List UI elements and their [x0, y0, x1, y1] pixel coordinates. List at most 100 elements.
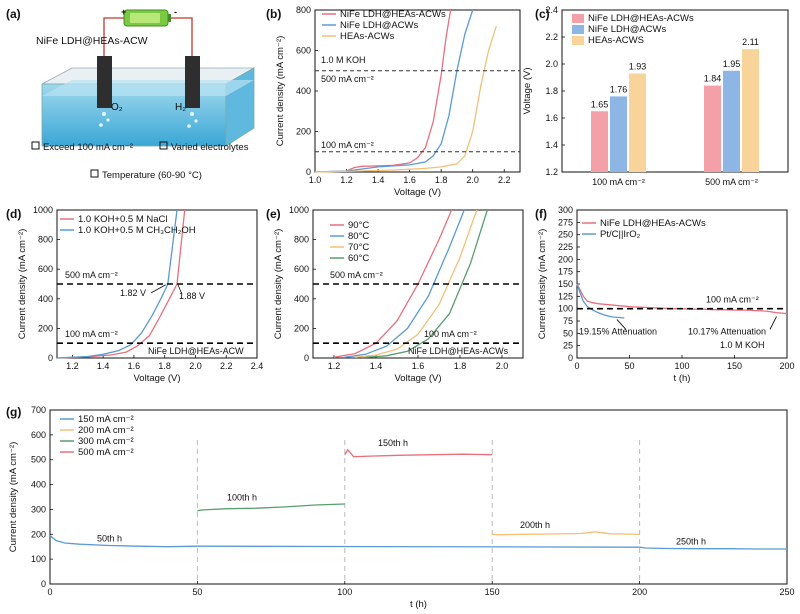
x-tick-label: 2.2 — [498, 175, 511, 185]
y-axis-label: Voltage (V) — [522, 68, 533, 115]
y-axis-label: Current density (mA cm⁻²) — [17, 229, 28, 340]
panel-d: (d) 0 200 400 600 800 1000 1.2 1.4 1.6 1.8 2.0 2.2 2.… — [6, 205, 263, 384]
series-line-500-mA-cm- — [344, 448, 493, 458]
annotation: 150th h — [378, 438, 408, 448]
legend-entry: NiFe LDH@HEAs-ACWs — [600, 218, 706, 229]
y-tick-label: 125 — [558, 291, 573, 301]
panel-label: (b) — [266, 7, 281, 21]
y-axis-label: Current density (mA cm⁻²) — [275, 36, 286, 147]
y-axis-label: Current density (mA cm⁻²) — [273, 229, 284, 340]
annotation: 1.0 M KOH — [321, 55, 366, 65]
legend-entry: NiFe LDH@HEAs-ACWs — [340, 9, 446, 20]
electrolyte-tank-icon — [41, 67, 256, 147]
bar-0-1 — [704, 85, 721, 172]
series-line-NiFe-LDH-HEAs-ACWs — [576, 283, 788, 315]
panel-e: (e) 0 200 400 600 800 1000 1.2 1.4 1.6 1.8 2.0 Volta… — [266, 205, 524, 384]
series-line-80-C — [344, 209, 465, 358]
x-tick-label: 1.6 — [128, 361, 141, 371]
bar-2-1 — [742, 49, 759, 172]
bar-value-label: 1.84 — [704, 74, 722, 84]
annotation: NiFe LDH@HEAs-ACW — [148, 346, 244, 356]
battery-icon — [123, 9, 171, 27]
annotation: 50th h — [97, 534, 122, 544]
series-line-60-C — [365, 209, 488, 358]
series-line-90-C — [333, 209, 453, 358]
y-tick-label: 400 — [38, 294, 53, 304]
y-tick-label: 600 — [296, 46, 311, 56]
annotation-arrow — [616, 319, 627, 330]
y-tick-label: 200 — [31, 529, 46, 539]
x-axis-label: Voltage (V) — [134, 373, 181, 384]
annotation: 1.0 M KOH — [720, 340, 765, 350]
x-tick-label: 2.0 — [466, 175, 479, 185]
y-tick-label: 600 — [294, 264, 309, 274]
y-tick-label: 0 — [306, 167, 311, 177]
y-tick-label: 150 — [558, 279, 573, 289]
battery-plus-sign: + — [121, 7, 126, 17]
y-tick-label: 0 — [304, 353, 309, 363]
battery-minus-sign: - — [174, 7, 177, 17]
x-tick-label: 1.8 — [158, 361, 171, 371]
y-tick-label: 75 — [563, 316, 573, 326]
x-category-label: 500 mA cm⁻² — [705, 177, 758, 187]
y-tick-label: 1.4 — [545, 140, 558, 150]
bar-0-0 — [591, 111, 608, 172]
panel-label: (c) — [535, 7, 550, 21]
y-tick-label: 225 — [558, 242, 573, 252]
y-tick-label: 800 — [294, 235, 309, 245]
bar-value-label: 1.76 — [610, 84, 628, 94]
x-tick-label: 2.2 — [220, 361, 233, 371]
legend-entry: 300 mA cm⁻² — [78, 436, 134, 447]
panel-label: (f) — [535, 207, 547, 221]
checkbox-icon — [90, 169, 99, 178]
legend-entry: 60°C — [348, 253, 369, 264]
legend-entry: HEAs-ACWs — [340, 31, 395, 42]
y-tick-label: 200 — [558, 254, 573, 264]
legend-swatch — [572, 25, 584, 34]
axis-frame — [49, 409, 788, 585]
panel-g: (g) 0 100 200 300 400 500 600 700 0 50 100 150 200 250… — [6, 405, 795, 610]
legend-swatch — [572, 14, 584, 23]
y-tick-label: 175 — [558, 267, 573, 277]
y-tick-label: 600 — [38, 264, 53, 274]
y-tick-label: 275 — [558, 217, 573, 227]
legend-entry: NiFe LDH@HEAs-ACWs — [588, 13, 694, 24]
x-tick-label: 1.6 — [403, 175, 416, 185]
y-tick-label: 200 — [296, 127, 311, 137]
bar-value-label: 1.65 — [591, 99, 609, 109]
charts: (b) 0 200 400 600 800 1.0 1.2 1.4 1.6 1.8 2.0 2.2 Vol… — [6, 5, 795, 610]
x-tick-label: 1.4 — [370, 361, 383, 371]
x-tick-label: 100 — [674, 361, 689, 371]
x-axis-label: Voltage (V) — [395, 373, 442, 384]
legend-entry: 80°C — [348, 231, 369, 242]
x-tick-label: 1.2 — [340, 175, 353, 185]
x-tick-label: 0 — [47, 587, 52, 597]
bar-value-label: 2.11 — [742, 37, 759, 47]
y-tick-label: 200 — [294, 323, 309, 333]
y-tick-label: 250 — [558, 230, 573, 240]
y-tick-label: 1.6 — [545, 113, 558, 123]
y-tick-label: 700 — [31, 405, 46, 415]
legend-entry: 90°C — [348, 220, 369, 231]
series-line-70-C — [354, 209, 478, 358]
y-tick-label: 2.0 — [545, 59, 558, 69]
x-category-label: 100 mA cm⁻² — [592, 177, 645, 187]
y-tick-label: 1000 — [33, 205, 53, 215]
reference-line-label: 500 mA cm⁻² — [330, 270, 383, 280]
y-tick-label: 100 — [558, 304, 573, 314]
x-tick-label: 1.4 — [97, 361, 110, 371]
panel-label: (g) — [6, 405, 21, 419]
annotation: 10.17% Attenuation — [688, 326, 766, 336]
x-tick-label: 0 — [574, 361, 579, 371]
y-axis-label: Current density (mA cm⁻²) — [8, 442, 19, 553]
y-tick-label: 500 — [31, 455, 46, 465]
annotation-pointer — [150, 284, 166, 294]
series-line-1-0-KOH-0-5-M-NaCl — [56, 209, 186, 359]
y-tick-label: 0 — [568, 353, 573, 363]
panel-a: (a) + - NiFe LDH@HEAs-ACW O₂ H₂ — [6, 7, 256, 181]
y-tick-label: 25 — [563, 341, 573, 351]
x-tick-label: 1.2 — [328, 361, 341, 371]
panel-label: (d) — [6, 207, 21, 221]
